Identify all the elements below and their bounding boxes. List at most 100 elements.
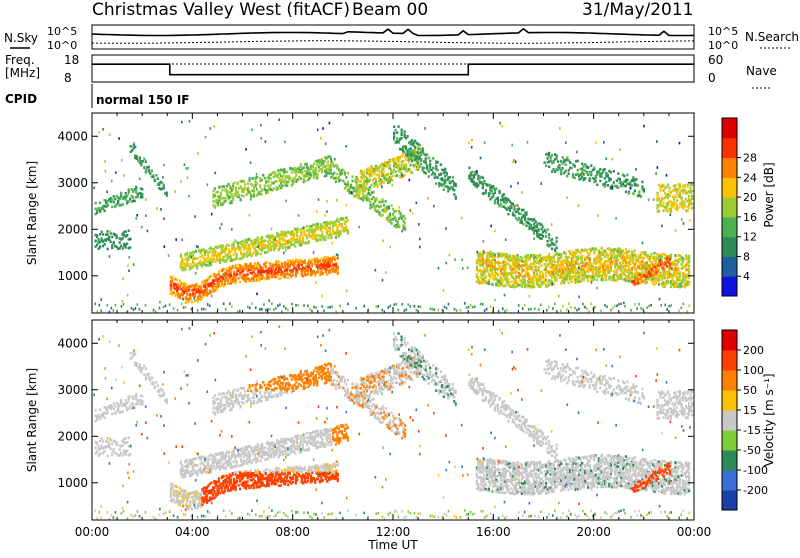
data-cell (335, 236, 337, 239)
data-cell (249, 179, 251, 182)
data-cell (556, 247, 558, 250)
data-cell (157, 177, 159, 180)
freq-label-1: Freq. (5, 53, 35, 67)
data-cell (435, 165, 437, 168)
data-cell (236, 253, 238, 256)
data-cell (272, 267, 274, 270)
data-cell (556, 279, 558, 282)
noise-panel-frame (92, 25, 694, 49)
data-cell (601, 247, 603, 250)
data-cell (560, 255, 562, 258)
data-cell (95, 240, 97, 243)
data-cell (486, 269, 488, 272)
data-cell (398, 125, 400, 128)
data-cell (577, 255, 579, 258)
data-cell (575, 268, 577, 271)
data-cell (344, 172, 346, 175)
data-cell (232, 186, 234, 189)
data-cell (676, 263, 678, 266)
data-cell (498, 262, 500, 265)
data-cell (401, 217, 403, 220)
data-cell (590, 250, 592, 253)
data-cell (282, 177, 284, 180)
data-cell (243, 191, 245, 194)
data-cell (497, 202, 499, 205)
data-cell (634, 249, 636, 252)
nsearch-label: N.Search (745, 30, 799, 44)
data-cell (565, 170, 567, 173)
data-cell (548, 233, 550, 236)
nsky-tick-top: 10^5 (47, 25, 77, 38)
data-cell (166, 194, 168, 197)
data-cell (114, 205, 116, 208)
data-cell (189, 293, 191, 296)
data-cell (345, 176, 347, 179)
data-cell (284, 276, 286, 279)
data-cell (289, 177, 291, 180)
data-cell (425, 160, 427, 163)
data-cell (223, 185, 225, 188)
data-cell (240, 199, 242, 202)
data-cell (221, 189, 223, 192)
data-cell (592, 270, 594, 273)
data-cell (688, 265, 690, 268)
data-cell (125, 192, 127, 195)
data-cell (507, 213, 509, 216)
data-cell (307, 273, 309, 276)
data-cell (299, 237, 301, 240)
data-cell (213, 258, 215, 261)
data-cell (149, 172, 151, 175)
data-cell (488, 195, 490, 198)
data-cell (339, 232, 341, 235)
data-cell (95, 202, 97, 205)
data-cell (345, 217, 347, 220)
data-cell (510, 207, 512, 210)
data-cell (228, 248, 230, 251)
data-cell (148, 166, 150, 169)
data-cell (293, 233, 295, 236)
data-cell (592, 273, 594, 276)
data-cell (132, 190, 134, 193)
data-cell (595, 248, 597, 251)
data-cell (327, 161, 329, 164)
data-cell (419, 144, 421, 147)
data-cell (410, 157, 412, 160)
data-cell (161, 182, 163, 185)
data-cell (108, 236, 110, 239)
data-cell (129, 198, 131, 201)
data-cell (574, 177, 576, 180)
data-cell (392, 208, 394, 211)
data-cell (392, 171, 394, 174)
data-cell (491, 262, 493, 265)
data-cell (403, 215, 405, 218)
data-cell (688, 283, 690, 286)
data-cell (455, 196, 457, 199)
data-cell (329, 231, 331, 234)
data-cell (535, 265, 537, 268)
data-cell (497, 197, 499, 200)
data-cell (646, 281, 648, 284)
data-cell (372, 191, 374, 194)
data-cell (547, 228, 549, 231)
data-cell (304, 259, 306, 262)
data-cell (303, 230, 305, 233)
data-cell (249, 246, 251, 249)
data-cell (566, 175, 568, 178)
data-cell (524, 217, 526, 220)
data-cell (243, 180, 245, 183)
data-cell (420, 158, 422, 161)
data-cell (482, 187, 484, 190)
data-cell (650, 263, 652, 266)
nsky-label: N.Sky (4, 31, 38, 45)
data-cell (210, 284, 212, 287)
data-cell (237, 191, 239, 194)
data-cell (366, 183, 368, 186)
data-cell (545, 165, 547, 168)
data-cell (302, 236, 304, 239)
data-cell (444, 168, 446, 171)
data-cell (300, 230, 302, 233)
data-cell (330, 234, 332, 237)
data-cell (306, 236, 308, 239)
data-cell (545, 235, 547, 238)
data-cell (321, 171, 323, 174)
